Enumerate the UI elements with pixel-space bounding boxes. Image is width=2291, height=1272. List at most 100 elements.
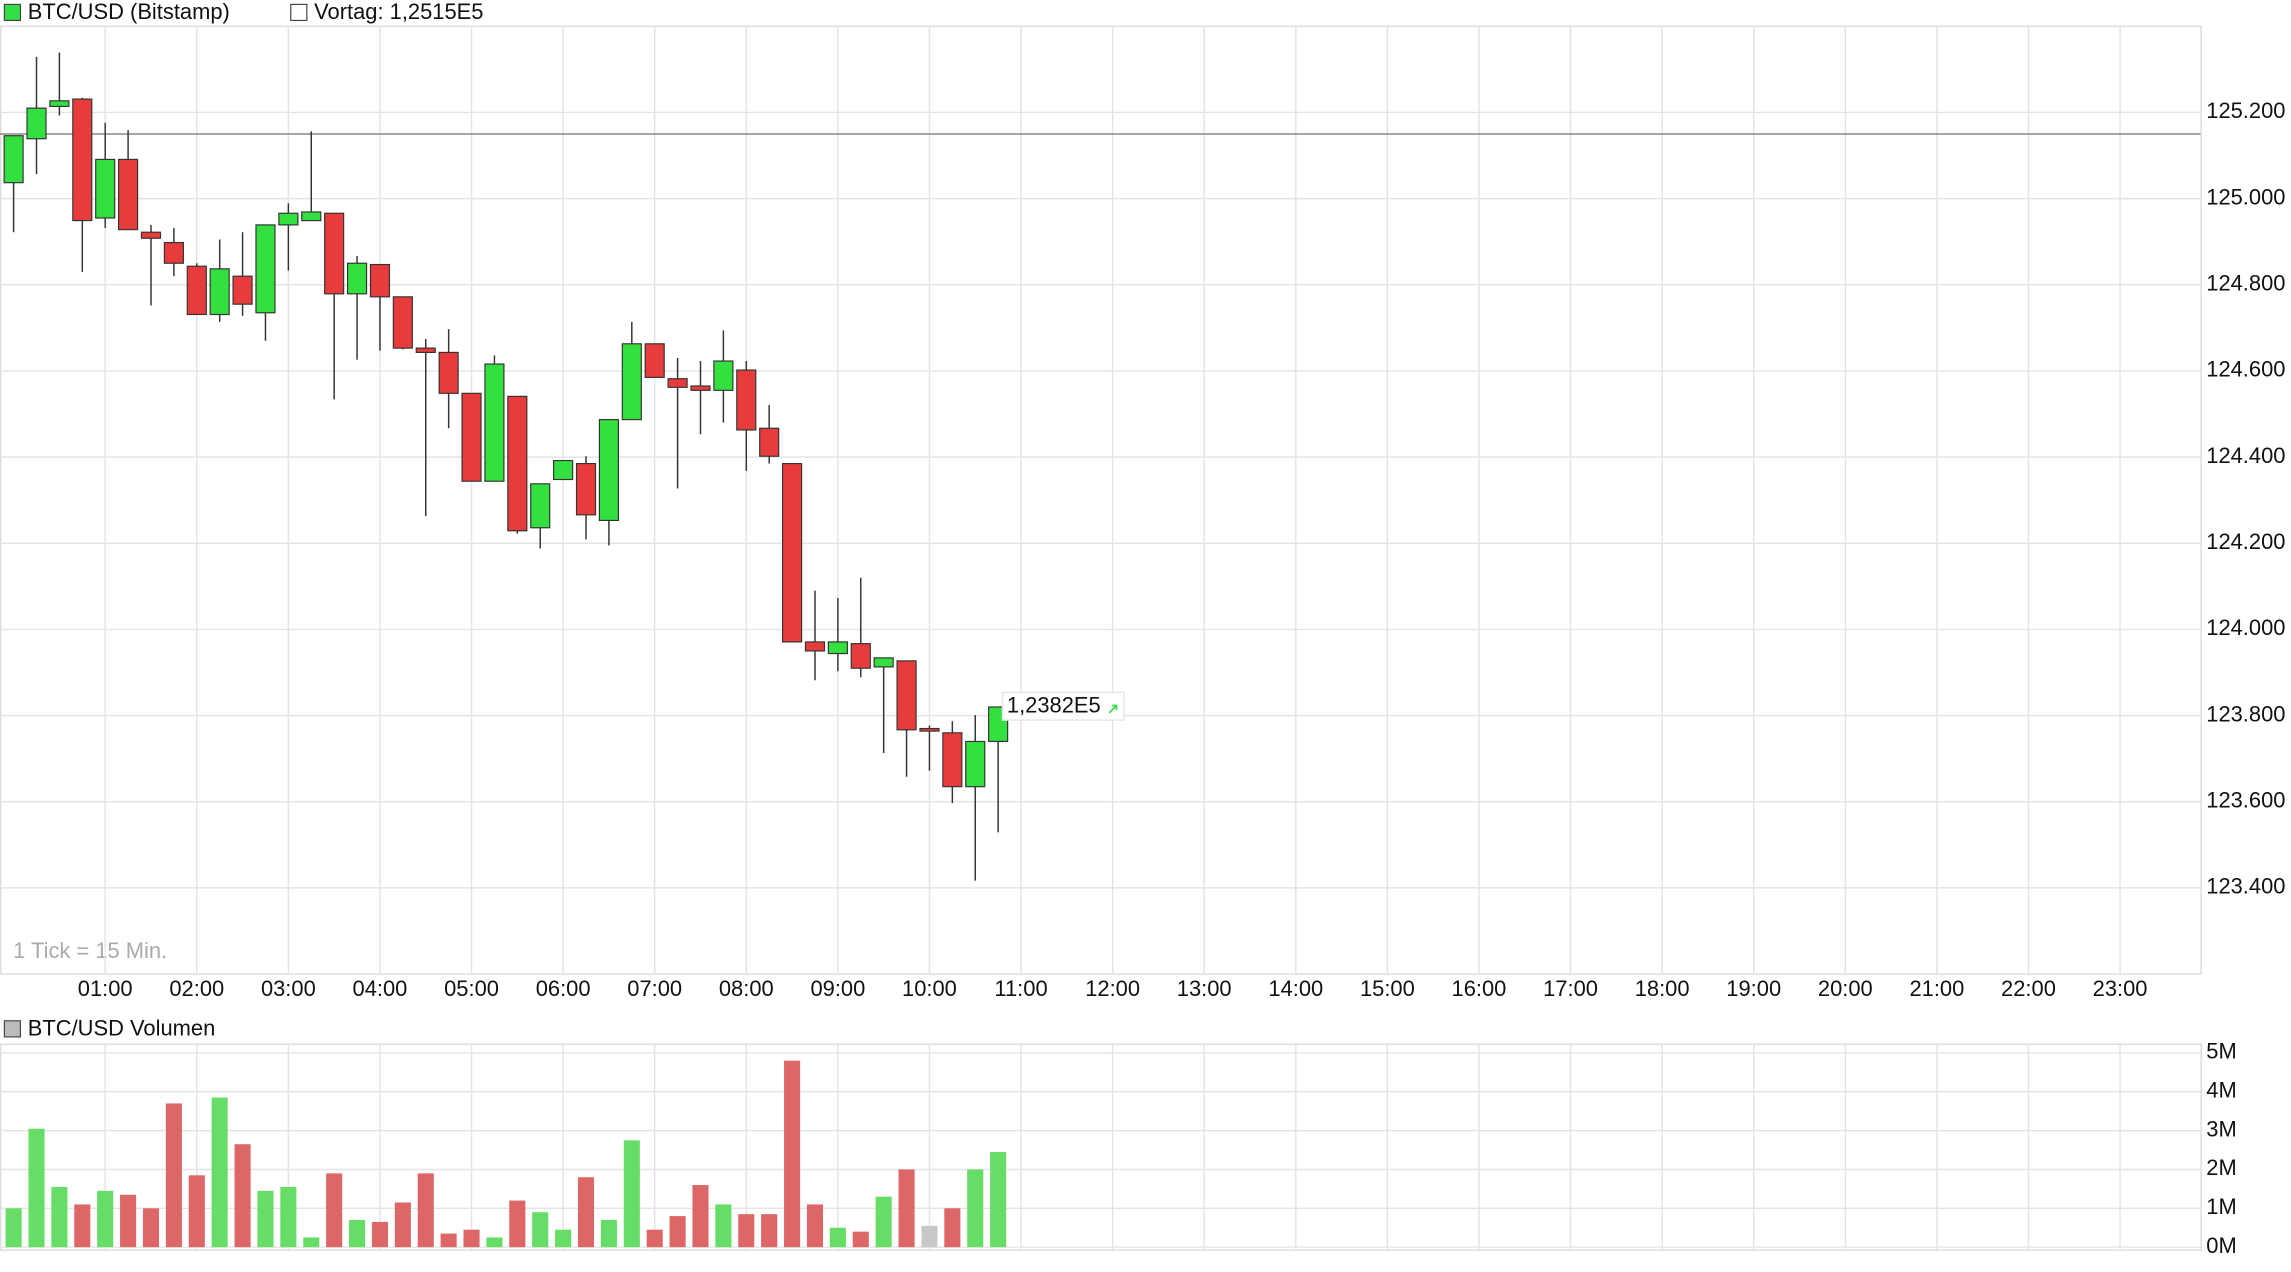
candle-body	[507, 395, 528, 532]
x-tick-label: 12:00	[1085, 976, 1140, 1001]
x-tick-label: 13:00	[1177, 976, 1232, 1001]
volume-bar	[120, 1194, 137, 1248]
volume-bar	[990, 1151, 1007, 1248]
y-tick-label: 0M	[2206, 1233, 2236, 1258]
x-tick-label: 07:00	[627, 976, 682, 1001]
volume-bar	[829, 1227, 846, 1248]
volume-bar	[738, 1214, 755, 1248]
x-tick-label: 01:00	[78, 976, 133, 1001]
x-tick-label: 15:00	[1360, 976, 1415, 1001]
candle-body	[186, 265, 207, 316]
candle-body	[232, 275, 253, 305]
y-tick-label: 5M	[2206, 1039, 2236, 1064]
y-tick-label: 2M	[2206, 1155, 2236, 1180]
volume-bar	[577, 1177, 595, 1248]
x-tick-label: 16:00	[1452, 976, 1507, 1001]
x-tick-label: 21:00	[1909, 976, 1964, 1001]
candle-body	[26, 107, 47, 140]
x-tick-label: 04:00	[353, 976, 408, 1001]
x-tick-label: 19:00	[1726, 976, 1781, 1001]
candle-body	[621, 343, 642, 421]
volume-bar	[463, 1229, 480, 1248]
volume-bar	[623, 1140, 640, 1248]
y-tick-label: 124.400	[2206, 443, 2285, 468]
legend-icon	[290, 3, 308, 22]
volume-bar	[280, 1186, 297, 1248]
volume-bar	[234, 1144, 251, 1248]
x-tick-label: 09:00	[810, 976, 865, 1001]
y-tick-label: 123.600	[2206, 788, 2285, 813]
chart-title: BTC/USD (Bitstamp)	[28, 0, 230, 24]
volume-bar	[486, 1237, 503, 1248]
volume-bar	[188, 1175, 205, 1248]
x-tick-label: 22:00	[2001, 976, 2056, 1001]
last-price-box	[1001, 691, 1125, 721]
x-tick-label: 03:00	[261, 976, 316, 1001]
volume-bar	[51, 1186, 68, 1248]
candle-body	[49, 100, 70, 108]
volume-bar	[784, 1060, 801, 1248]
volume-bar	[852, 1231, 869, 1248]
candle-body	[392, 296, 413, 349]
candle-body	[759, 427, 780, 457]
candle-body	[301, 211, 322, 222]
candle-body	[415, 347, 436, 353]
candle-body	[575, 462, 597, 516]
volume-bar	[555, 1229, 572, 1248]
candle-body	[530, 483, 551, 529]
x-tick-label: 02:00	[169, 976, 224, 1001]
y-tick-label: 125.000	[2206, 184, 2285, 209]
candle-body	[782, 462, 803, 643]
y-tick-label: 4M	[2206, 1078, 2236, 1103]
plot-frame	[0, 25, 2202, 975]
candle-body	[438, 351, 459, 394]
candle-body	[140, 231, 162, 239]
volume-bar	[967, 1169, 984, 1248]
candle-body	[461, 392, 482, 482]
volume-bar	[509, 1200, 526, 1248]
volume-bar	[97, 1190, 114, 1248]
candle-body	[827, 641, 848, 655]
volume-bar	[715, 1204, 732, 1248]
volume-bar	[5, 1208, 22, 1248]
volume-bar	[600, 1219, 617, 1248]
candle-body	[644, 343, 665, 378]
annotation: 1 Tick = 15 Min.	[13, 938, 167, 963]
legend-icon	[3, 3, 22, 22]
candle-body	[324, 212, 345, 295]
volume-bar	[303, 1237, 320, 1248]
x-tick-label: 06:00	[536, 976, 591, 1001]
volume-bar	[875, 1196, 892, 1248]
volume-bar	[944, 1208, 961, 1248]
candle-body	[736, 369, 757, 431]
volume-bar	[692, 1185, 709, 1248]
candle-body	[484, 363, 505, 482]
candle-body	[667, 378, 688, 388]
x-tick-label: 14:00	[1268, 976, 1323, 1001]
y-tick-label: 3M	[2206, 1116, 2236, 1141]
volume-bar	[394, 1202, 411, 1248]
volume-bar	[371, 1221, 388, 1248]
candle-body	[896, 660, 917, 731]
volume-bar	[646, 1229, 663, 1248]
candle-body	[278, 212, 299, 226]
volume-bar	[532, 1212, 549, 1248]
volume-bar	[440, 1233, 457, 1248]
x-tick-label: 11:00	[994, 976, 1047, 1001]
volume-bar	[165, 1103, 182, 1248]
candle-body	[3, 135, 24, 184]
candle-body	[346, 262, 368, 295]
y-tick-label: 124.000	[2206, 615, 2285, 640]
x-tick-label: 05:00	[444, 976, 499, 1001]
candle-body	[163, 241, 184, 264]
volume-bar	[211, 1097, 228, 1248]
y-tick-label: 124.600	[2206, 357, 2285, 382]
candle-body	[713, 360, 734, 391]
x-tick-label: 23:00	[2093, 976, 2148, 1001]
y-tick-label: 123.400	[2206, 874, 2285, 899]
y-tick-label: 125.200	[2206, 98, 2285, 123]
y-tick-label: 124.200	[2206, 529, 2285, 554]
volume-bar	[28, 1128, 45, 1248]
candle-body	[118, 158, 139, 231]
candle-body	[553, 459, 574, 481]
